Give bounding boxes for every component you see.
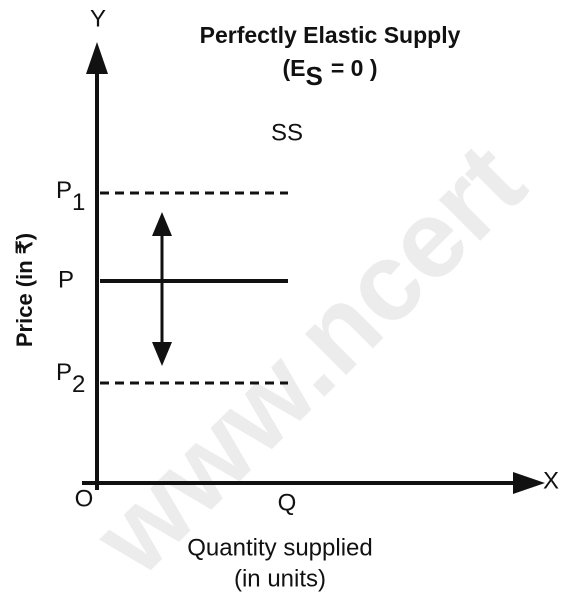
- y-axis-arrow: [86, 42, 108, 74]
- y-axis-letter: Y: [90, 5, 106, 32]
- x-axis-letter: X: [543, 467, 559, 494]
- origin-label: O: [75, 485, 94, 512]
- x-axis-arrow: [513, 472, 545, 494]
- y-axis-title: Price (in ₹): [12, 233, 37, 347]
- title-part: = 0 ): [331, 55, 378, 81]
- level-label: P1: [56, 177, 85, 216]
- level-label: P: [58, 266, 74, 293]
- level-letter: P: [56, 359, 72, 386]
- title-part: (E: [282, 55, 305, 81]
- watermark: www.ncert: [70, 120, 548, 598]
- quantity-label: Q: [278, 489, 297, 516]
- arrow-head-up: [152, 212, 172, 236]
- level-subscript: 2: [72, 371, 85, 398]
- title-line1: Perfectly Elastic Supply: [200, 22, 461, 48]
- x-axis-title-line2: (in units): [234, 565, 326, 592]
- level-label: P2: [56, 359, 85, 398]
- title-line2: (ES = 0 ): [282, 55, 377, 91]
- curve-label: SS: [271, 119, 303, 146]
- x-axis-title-line1: Quantity supplied: [187, 534, 372, 561]
- title-subscript: S: [305, 61, 322, 91]
- arrow-head-down: [152, 342, 172, 366]
- level-subscript: 1: [72, 189, 85, 216]
- level-letter: P: [56, 177, 72, 204]
